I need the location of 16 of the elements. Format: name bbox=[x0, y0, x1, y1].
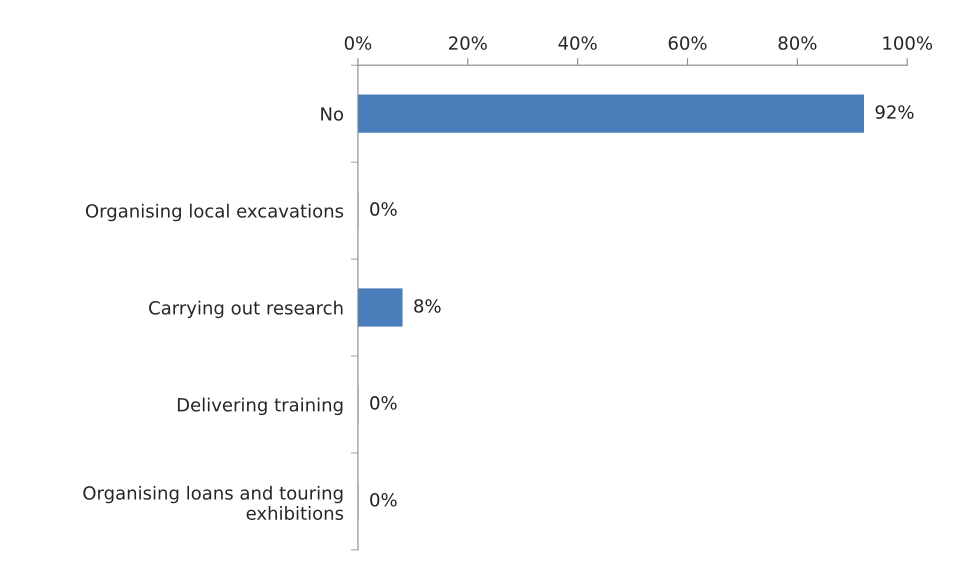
x-tick-label: 20% bbox=[449, 36, 487, 50]
x-tick-label: 80% bbox=[778, 36, 816, 50]
x-tick-label: 60% bbox=[668, 36, 707, 50]
data-label: 92% bbox=[876, 105, 914, 119]
x-tick-label: 40% bbox=[558, 36, 597, 50]
x-tick-label: 100% bbox=[883, 36, 932, 50]
y-tick-label: No bbox=[321, 107, 344, 121]
y-tick-label: Carrying out research bbox=[149, 300, 342, 318]
y-tick-label: Delivering training bbox=[178, 398, 342, 416]
data-label: 0% bbox=[370, 492, 397, 507]
data-label: 0% bbox=[370, 396, 397, 410]
data-label: 8% bbox=[414, 299, 441, 313]
y-tick-label: Organising loans and touring exhibitions bbox=[83, 486, 344, 520]
data-label: 0% bbox=[370, 202, 397, 216]
y-tick-label: Organising local excavations bbox=[86, 204, 344, 222]
x-tick-label: 0% bbox=[344, 36, 372, 50]
